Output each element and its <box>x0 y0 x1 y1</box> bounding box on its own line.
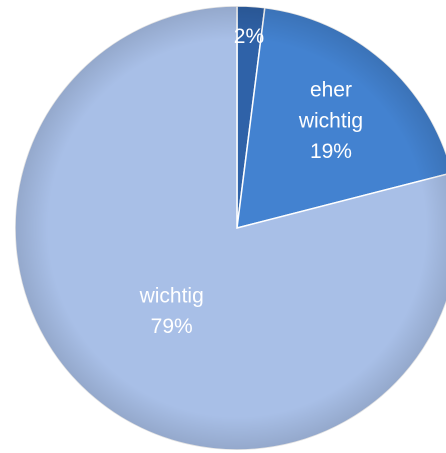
category-line: wichtig <box>298 109 363 132</box>
slice-value-label: 2% <box>234 25 264 48</box>
slice-value-label: 19% <box>310 140 352 163</box>
category-line: eher <box>310 78 352 101</box>
category-line: wichtig <box>139 284 204 307</box>
slice-value-label: 79% <box>151 315 193 338</box>
slice-category-label: wichtig <box>139 284 204 307</box>
slice-category-label: eher wichtig <box>298 78 363 132</box>
